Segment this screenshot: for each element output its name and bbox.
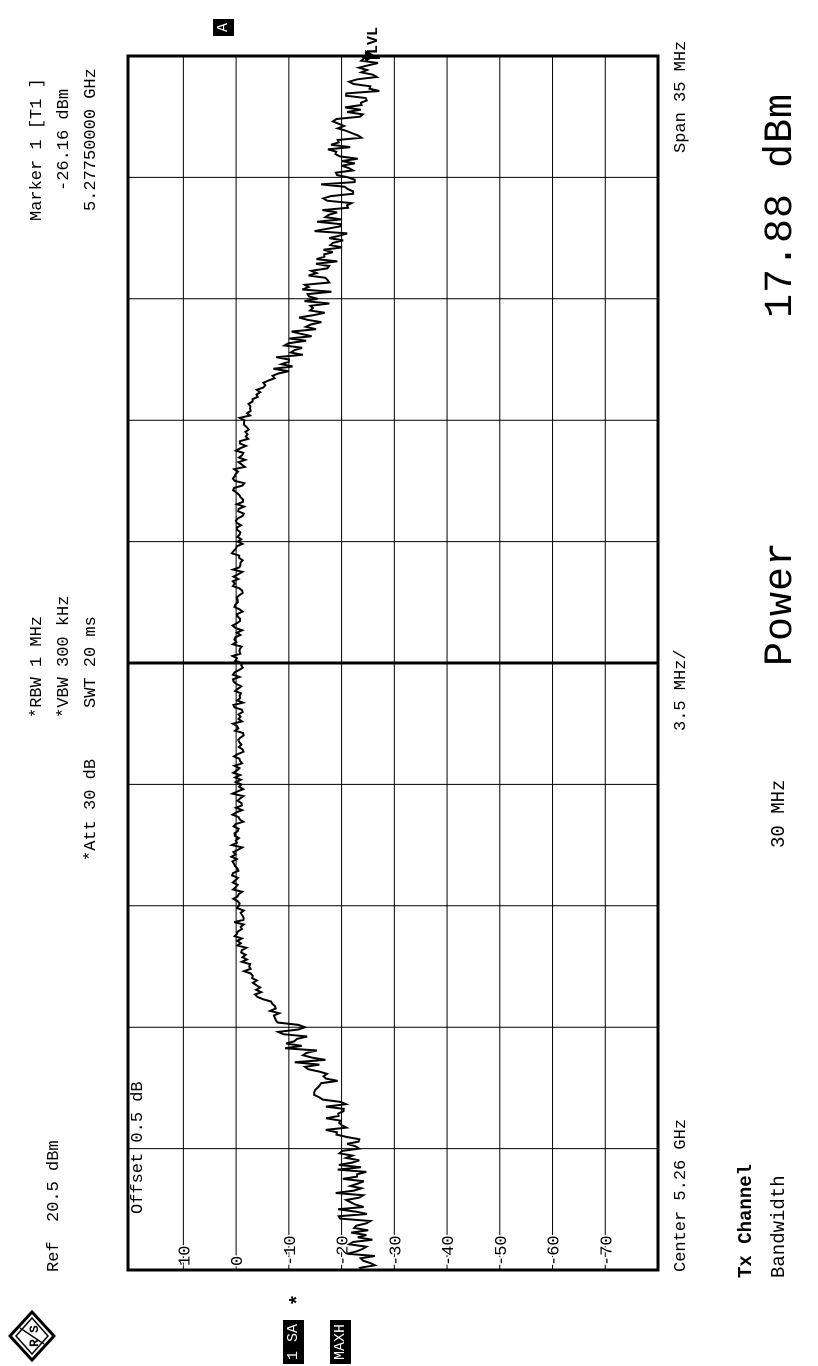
bandwidth-label: Bandwidth [768,1175,790,1278]
y-tick-label: 10 [176,1246,195,1266]
y-tick-label: -30 [387,1235,406,1266]
y-tick-label: 0 [229,1256,248,1266]
per-division: 3.5 MHz/ [672,649,691,731]
svg-text:R: R [27,1339,42,1347]
power-label: Power [759,540,804,666]
tx-channel-label: Tx Channel [735,1163,757,1278]
y-tick-labels: 10 0 -10 -20 -30 -40 -50 -60 -70 [175,1234,619,1268]
y-tick-label: -40 [440,1235,459,1266]
y-tick-label: -10 [282,1235,301,1266]
y-tick-label: -50 [493,1235,512,1266]
bandwidth-value: 30 MHz [768,779,790,848]
rohde-schwarz-logo-icon: R S [7,1309,57,1363]
marker-group [365,50,381,62]
y-tick-label: -60 [546,1235,565,1266]
graticule [126,54,660,1272]
marker-1-triangle [365,50,377,62]
svg-text:S: S [27,1325,42,1333]
center-frequency: Center 5.26 GHz [672,1118,691,1272]
y-tick-label: -70 [598,1235,617,1266]
power-value: 17.88 dBm [759,92,804,318]
spectrum-trace [228,55,380,1271]
span-value: Span 35 MHz [672,40,691,153]
offset-label: Offset 0.5 dB [129,1081,148,1214]
y-tick-label: -20 [335,1235,354,1266]
